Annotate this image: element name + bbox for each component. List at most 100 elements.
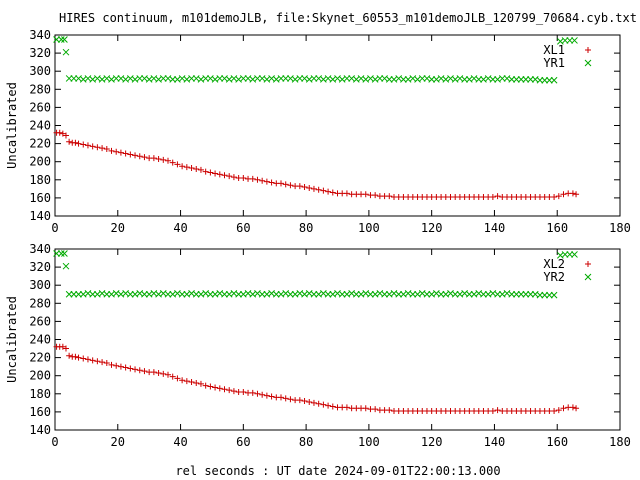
data-point — [62, 48, 70, 56]
data-point — [240, 174, 247, 181]
data-point — [343, 404, 350, 411]
data-point — [141, 368, 148, 375]
x-tick-label: 100 — [358, 221, 380, 235]
legend-marker — [585, 261, 591, 267]
bottom-panel: 140 160 180 200 220 240 260 280 300 320 340 0 20 40 60… — [5, 242, 631, 449]
series-YR1 — [53, 36, 578, 84]
data-point — [489, 75, 497, 83]
legend-label: XL1 — [543, 43, 565, 57]
data-point — [287, 396, 294, 403]
x-tick-label: 80 — [299, 221, 313, 235]
x-tick-label: 120 — [421, 221, 443, 235]
data-point — [72, 353, 79, 360]
data-point — [178, 290, 186, 298]
y-tick-label: 140 — [29, 209, 51, 223]
data-point — [561, 37, 569, 44]
data-point — [155, 155, 162, 162]
data-point — [282, 181, 289, 188]
y-axis-label: Uncalibrated — [5, 296, 19, 383]
legend-marker — [584, 273, 592, 281]
data-point — [122, 364, 129, 371]
y-tick-label: 240 — [29, 333, 51, 347]
data-point — [70, 75, 78, 82]
data-point — [551, 193, 558, 200]
data-point — [108, 147, 115, 154]
data-point — [221, 386, 228, 393]
data-point — [259, 177, 266, 184]
data-point — [263, 178, 270, 185]
data-point — [216, 385, 223, 392]
data-point — [72, 139, 79, 146]
data-point — [310, 290, 318, 298]
data-point — [226, 387, 233, 394]
data-point — [226, 173, 233, 180]
data-point — [301, 398, 308, 405]
plot-frame — [54, 34, 621, 217]
data-point — [489, 407, 496, 414]
data-point — [103, 290, 111, 298]
data-point — [169, 75, 177, 83]
data-point — [216, 75, 224, 82]
data-point — [272, 290, 280, 298]
data-point — [80, 355, 87, 362]
y-tick-label: 260 — [29, 314, 51, 328]
y-tick-label: 140 — [29, 423, 51, 437]
data-point — [99, 145, 106, 152]
y-tick-label: 200 — [29, 369, 51, 383]
data-point — [498, 75, 506, 82]
data-point — [367, 290, 374, 298]
data-point — [188, 165, 195, 172]
data-point — [362, 405, 369, 412]
data-point — [56, 129, 63, 136]
data-point — [202, 168, 209, 175]
data-point — [132, 152, 139, 159]
data-point — [59, 343, 66, 350]
data-point — [126, 290, 134, 298]
data-point — [282, 75, 290, 82]
data-point — [480, 290, 487, 298]
data-point — [235, 290, 242, 298]
data-point — [320, 401, 327, 408]
data-point — [566, 37, 574, 44]
data-point — [555, 407, 562, 414]
data-point — [573, 405, 580, 412]
data-point — [329, 403, 336, 410]
data-point — [150, 155, 157, 162]
data-point — [550, 291, 558, 299]
data-point — [324, 290, 332, 298]
data-point — [527, 290, 534, 298]
data-point — [268, 179, 275, 186]
data-point — [61, 36, 68, 43]
data-point — [527, 75, 534, 83]
data-point — [202, 75, 210, 82]
data-point — [560, 191, 567, 198]
y-tick-label: 220 — [29, 351, 51, 365]
data-point — [127, 151, 134, 158]
data-point — [278, 394, 284, 401]
y-axis-label: Uncalibrated — [5, 82, 19, 169]
data-point — [230, 388, 237, 395]
data-point — [141, 290, 148, 298]
data-point — [164, 290, 172, 298]
data-point — [136, 75, 144, 82]
data-point — [207, 290, 214, 298]
data-point — [62, 345, 69, 352]
data-point — [57, 250, 65, 257]
data-point — [573, 191, 580, 198]
data-point — [62, 262, 70, 270]
y-tick-label: 160 — [29, 191, 51, 205]
y-tick-label: 220 — [29, 137, 51, 151]
x-tick-label: 60 — [236, 435, 250, 449]
legend-marker — [585, 47, 591, 53]
data-point — [400, 75, 407, 83]
data-point — [541, 76, 549, 84]
data-point — [221, 290, 228, 298]
data-point — [136, 367, 143, 374]
x-axis-label: rel seconds : UT date 2024-09-01T22:00:1… — [175, 464, 500, 478]
data-point — [89, 357, 96, 364]
data-point — [80, 141, 87, 148]
y-tick-label: 180 — [29, 387, 51, 401]
data-point — [188, 75, 195, 82]
data-point — [381, 290, 388, 298]
data-point — [522, 290, 530, 298]
